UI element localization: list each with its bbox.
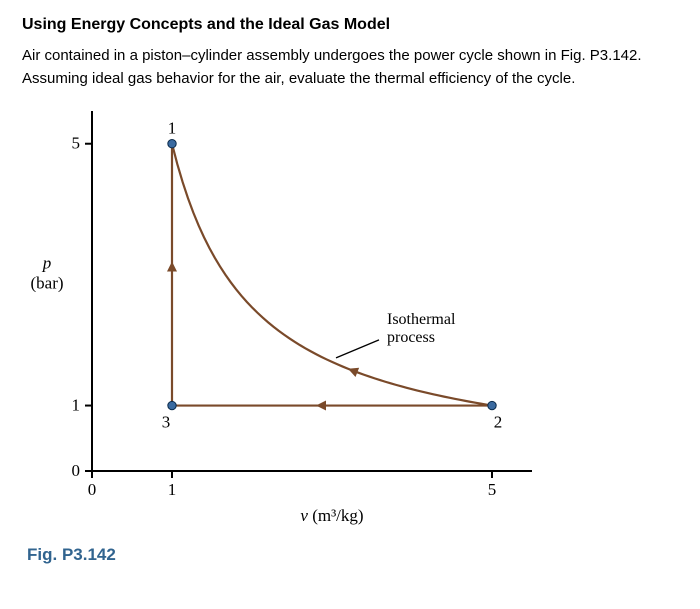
state-point-1: [168, 139, 176, 147]
x-axis-label: v (m³/kg): [300, 506, 363, 525]
state-point-3: [168, 401, 176, 409]
state-label-3: 3: [162, 412, 171, 431]
annotation-isothermal-1: Isothermal: [387, 310, 456, 327]
state-point-2: [488, 401, 496, 409]
y-tick-label: 5: [72, 133, 81, 152]
x-tick-label: 5: [488, 480, 497, 499]
arrowhead-icon: [316, 400, 326, 410]
state-label-1: 1: [168, 118, 177, 137]
annotation-leader: [336, 339, 379, 357]
annotation-isothermal-2: process: [387, 328, 435, 345]
figure-label: Fig. P3.142: [27, 545, 116, 565]
y-tick-label: 0: [72, 461, 81, 480]
figure: 0 1 5 0 1 5 p(bar) v (m³/kg) 1 2 3 Isothermalproces…: [22, 101, 678, 571]
pv-diagram: 0 1 5 0 1 5 p(bar) v (m³/kg) 1 2 3 Isothermalproces…: [22, 101, 582, 541]
section-title: Using Energy Concepts and the Ideal Gas …: [22, 16, 678, 34]
y-axis-label-unit: (bar): [30, 273, 63, 292]
x-tick-label: 0: [88, 480, 97, 499]
process-isothermal: [172, 143, 492, 405]
y-tick-label: 1: [72, 395, 81, 414]
problem-statement: Air contained in a piston–cylinder assem…: [22, 44, 678, 91]
y-axis-label-p: p: [42, 253, 52, 272]
arrowhead-icon: [167, 261, 177, 271]
page: Using Energy Concepts and the Ideal Gas …: [0, 0, 700, 609]
x-tick-label: 1: [168, 480, 177, 499]
state-label-2: 2: [494, 412, 503, 431]
